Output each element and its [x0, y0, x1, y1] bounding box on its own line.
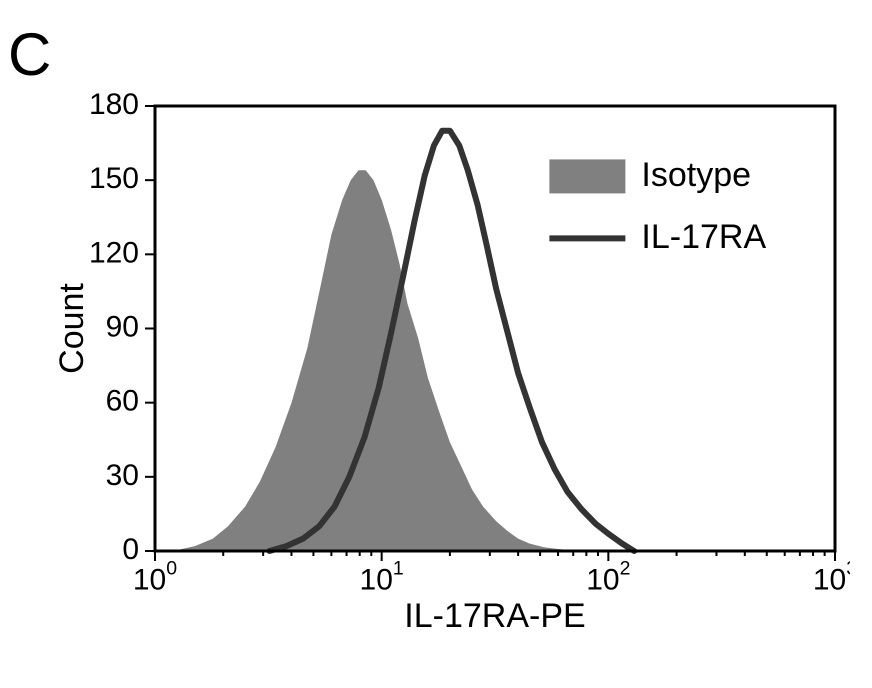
- y-tick-label: 150: [89, 162, 139, 195]
- legend-label: Isotype: [641, 156, 751, 194]
- x-tick-label: 102: [586, 558, 630, 597]
- y-tick-label: 120: [89, 236, 139, 269]
- y-axis-label: Count: [53, 283, 91, 374]
- y-tick-label: 0: [122, 533, 139, 566]
- y-tick-label: 60: [106, 385, 139, 418]
- y-tick-label: 90: [106, 310, 139, 343]
- y-tick-label: 180: [89, 88, 139, 121]
- x-tick-label: 103: [813, 558, 850, 597]
- histogram-plot: 0 30 60 90 120 150 180 100 101 102 103 Count IL-17RA…: [40, 76, 850, 676]
- legend-swatch: [549, 159, 625, 193]
- x-tick-label: 101: [360, 558, 404, 597]
- x-tick-label: 100: [133, 558, 177, 597]
- x-axis-label: IL-17RA-PE: [404, 597, 585, 635]
- legend-label: IL-17RA: [641, 218, 766, 256]
- y-tick-label: 30: [106, 459, 139, 492]
